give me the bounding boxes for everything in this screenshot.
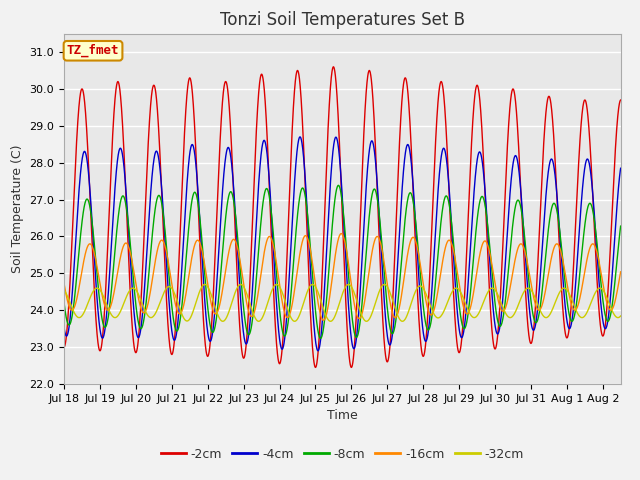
-8cm [428, 312, 436, 318]
-8cm [420, 312, 428, 318]
-32cm [201, 282, 209, 288]
Line: -4cm: -4cm [64, 137, 621, 351]
Line: -2cm: -2cm [64, 67, 621, 367]
-8cm [234, 237, 242, 243]
-4cm [184, 173, 191, 179]
-4cm [428, 285, 436, 291]
-8cm [60, 300, 68, 305]
-32cm [602, 291, 609, 297]
Line: -8cm: -8cm [64, 185, 621, 338]
-2cm [184, 85, 191, 91]
-16cm [617, 269, 625, 275]
-2cm [312, 364, 319, 370]
Title: Tonzi Soil Temperatures Set B: Tonzi Soil Temperatures Set B [220, 11, 465, 29]
-32cm [219, 318, 227, 324]
-8cm [617, 223, 625, 229]
-2cm [330, 64, 337, 70]
Legend: -2cm, -4cm, -8cm, -16cm, -32cm: -2cm, -4cm, -8cm, -16cm, -32cm [156, 443, 529, 466]
X-axis label: Time: Time [327, 409, 358, 422]
-32cm [184, 318, 191, 324]
-16cm [60, 280, 68, 286]
-16cm [319, 317, 327, 323]
-4cm [617, 166, 625, 171]
Text: TZ_fmet: TZ_fmet [67, 44, 119, 58]
-4cm [314, 348, 322, 354]
-8cm [602, 312, 609, 318]
-32cm [234, 283, 242, 289]
-2cm [420, 351, 428, 357]
-4cm [234, 253, 242, 259]
-32cm [428, 307, 436, 313]
-16cm [184, 281, 191, 287]
-2cm [617, 97, 625, 103]
-16cm [602, 293, 609, 299]
-16cm [234, 246, 242, 252]
-4cm [296, 134, 304, 140]
-4cm [602, 326, 609, 332]
-32cm [60, 287, 68, 293]
-32cm [565, 290, 573, 296]
-16cm [565, 290, 573, 296]
-32cm [420, 287, 428, 293]
-2cm [60, 344, 68, 350]
-4cm [565, 325, 573, 331]
-8cm [335, 182, 342, 188]
Line: -32cm: -32cm [64, 285, 621, 321]
-2cm [234, 289, 242, 295]
-2cm [565, 329, 573, 335]
-2cm [602, 324, 609, 329]
-4cm [420, 336, 428, 341]
Y-axis label: Soil Temperature (C): Soil Temperature (C) [11, 144, 24, 273]
-16cm [420, 288, 428, 294]
-4cm [60, 324, 68, 330]
Line: -16cm: -16cm [64, 234, 621, 320]
-32cm [617, 313, 625, 319]
-2cm [428, 219, 436, 225]
-16cm [428, 312, 436, 317]
-8cm [184, 238, 191, 243]
-8cm [317, 336, 324, 341]
-8cm [565, 309, 573, 315]
-16cm [337, 231, 345, 237]
